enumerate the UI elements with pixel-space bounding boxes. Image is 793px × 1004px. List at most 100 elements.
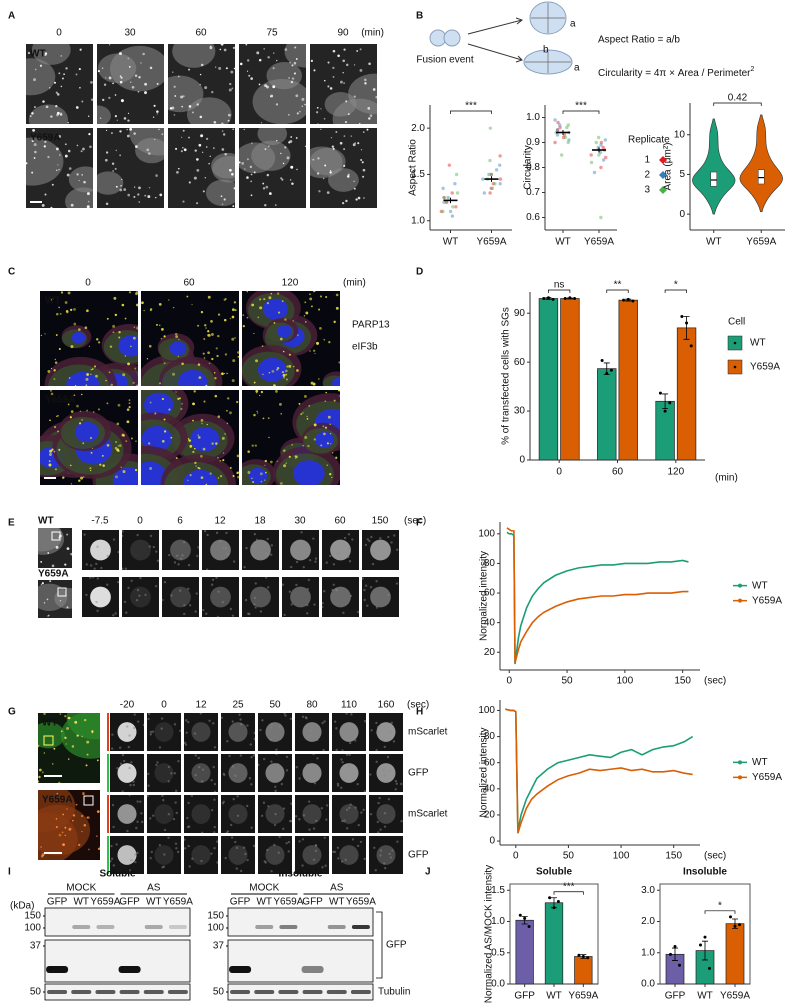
noise xyxy=(341,819,344,823)
noise xyxy=(341,749,344,751)
speckle xyxy=(58,833,62,837)
time-label: 150 xyxy=(372,516,389,527)
speckle xyxy=(196,103,199,106)
noise xyxy=(172,817,176,821)
granule xyxy=(117,845,137,865)
y-tick-label: 1.0 xyxy=(641,947,655,958)
noise xyxy=(270,760,273,763)
noise xyxy=(130,859,133,862)
nucleus xyxy=(314,431,335,448)
speckle xyxy=(337,54,340,58)
x-tick-label: Y659A xyxy=(476,237,506,248)
speckle xyxy=(207,333,211,337)
axis-symbol: b xyxy=(543,45,549,56)
significance: * xyxy=(718,900,722,911)
speckle xyxy=(289,140,293,143)
speckle xyxy=(106,443,110,447)
data-point xyxy=(489,186,493,191)
speckle xyxy=(195,465,197,467)
noise xyxy=(129,783,132,787)
significance-bracket xyxy=(553,891,584,895)
speckle xyxy=(88,115,90,117)
noise xyxy=(142,723,144,727)
noise xyxy=(400,820,403,823)
speckle xyxy=(58,306,60,309)
noise xyxy=(316,757,319,760)
speckle xyxy=(168,299,170,301)
speckle xyxy=(76,404,79,408)
speckle xyxy=(332,75,335,78)
noise xyxy=(167,836,170,839)
granule xyxy=(90,586,111,608)
speckle xyxy=(81,100,84,103)
noise xyxy=(184,743,188,746)
noise xyxy=(162,598,164,602)
x-tick-label: Y659A xyxy=(720,991,750,1002)
noise xyxy=(195,592,198,595)
speckle xyxy=(97,341,101,344)
speckle xyxy=(224,372,226,375)
data-point xyxy=(548,896,552,900)
speckle xyxy=(50,392,54,396)
micrograph xyxy=(184,754,218,792)
speckle xyxy=(281,370,285,374)
micrograph xyxy=(282,577,319,617)
row-label: WT xyxy=(42,718,58,729)
blot-box xyxy=(227,907,374,937)
data-point xyxy=(567,138,571,142)
speckle xyxy=(343,82,345,84)
speckle xyxy=(222,452,225,454)
speckle xyxy=(113,296,117,300)
speckle xyxy=(304,103,306,106)
speckle xyxy=(291,64,294,67)
speckle xyxy=(361,161,364,164)
noise xyxy=(130,761,133,764)
speckle xyxy=(206,423,208,426)
speckle xyxy=(323,118,326,120)
noise xyxy=(130,579,133,582)
y-tick-label: 1.0 xyxy=(526,112,540,123)
speckle xyxy=(177,397,180,401)
speckle xyxy=(275,390,278,393)
noise xyxy=(212,722,215,725)
target-label: GFP xyxy=(386,940,407,951)
speckle xyxy=(296,112,299,115)
speckle xyxy=(50,206,53,208)
speckle xyxy=(123,117,127,120)
speckle xyxy=(116,448,120,452)
band xyxy=(254,990,275,994)
speckle xyxy=(200,454,203,458)
time-label: 12 xyxy=(195,700,207,711)
speckle xyxy=(304,301,307,304)
band xyxy=(350,990,371,994)
noise xyxy=(348,741,352,745)
noise xyxy=(312,827,316,830)
speckle xyxy=(40,561,43,563)
cell xyxy=(327,168,359,192)
speckle xyxy=(204,324,207,327)
noise xyxy=(310,765,313,769)
noise xyxy=(156,761,159,764)
noise xyxy=(295,766,298,769)
cell xyxy=(26,137,64,186)
micrograph xyxy=(184,795,218,833)
speckle xyxy=(65,743,67,745)
speckle xyxy=(257,316,260,319)
speckle xyxy=(359,122,361,124)
speckle xyxy=(97,847,100,850)
y-tick-label: 20 xyxy=(484,810,496,821)
noise xyxy=(276,763,280,766)
x-tick-label: Y659A xyxy=(568,991,598,1002)
speckle xyxy=(77,843,81,847)
noise xyxy=(95,600,98,604)
speckle xyxy=(353,187,356,190)
noise xyxy=(250,755,253,759)
cell xyxy=(68,166,93,193)
speckle xyxy=(203,338,206,341)
noise xyxy=(366,538,370,541)
noise xyxy=(377,831,380,833)
speckle xyxy=(47,552,50,554)
noise xyxy=(362,577,364,580)
speckle xyxy=(53,81,57,84)
micrograph xyxy=(242,530,279,570)
